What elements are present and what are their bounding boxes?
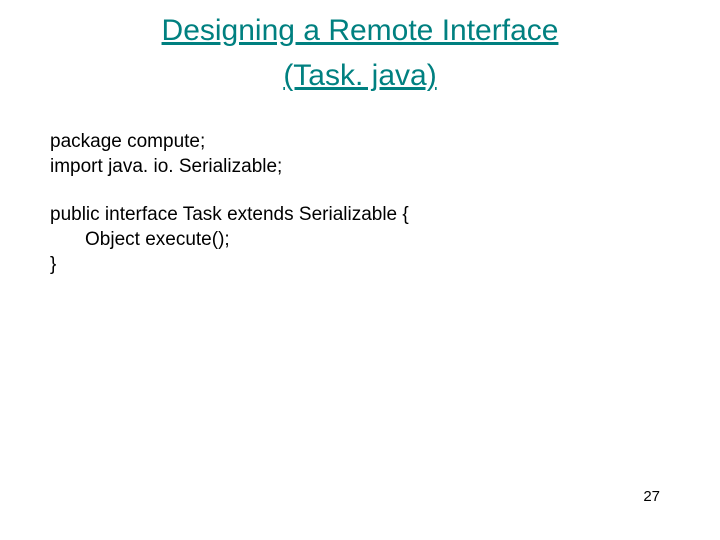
code-block: package compute; import java. io. Serial… [50,130,670,277]
title-block: Designing a Remote Interface (Task. java… [50,10,670,100]
code-spacer [50,179,670,203]
code-line: import java. io. Serializable; [50,155,670,180]
code-line: package compute; [50,130,670,155]
page-number: 27 [643,488,660,505]
slide-container: Designing a Remote Interface (Task. java… [0,0,720,540]
title-line-1: Designing a Remote Interface [50,10,670,52]
code-line: } [50,253,670,278]
title-line-2: (Task. java) [50,52,670,100]
code-line: Object execute(); [50,228,670,253]
code-line: public interface Task extends Serializab… [50,203,670,228]
